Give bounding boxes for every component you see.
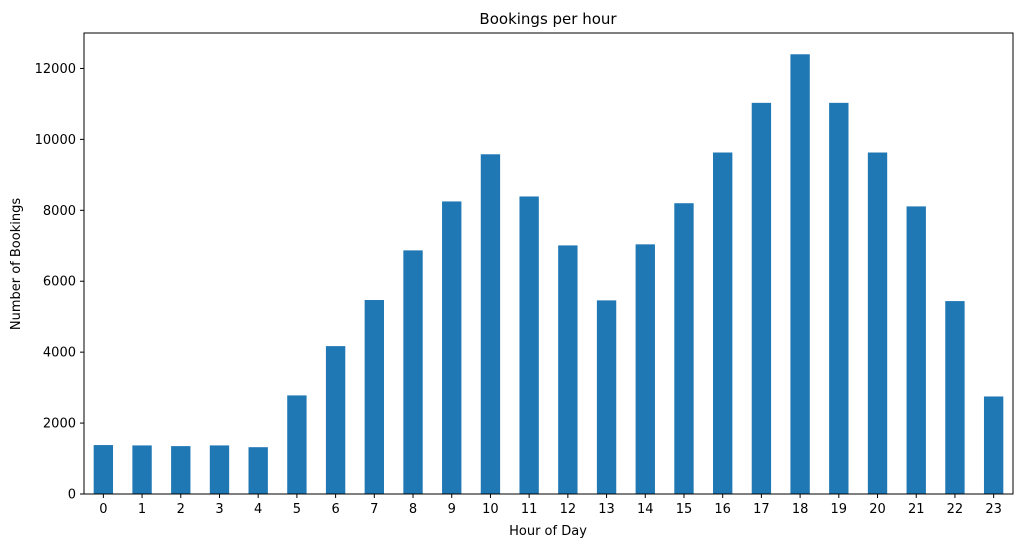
y-tick-label: 4000 [43, 346, 76, 361]
bar-hour-21 [906, 206, 926, 494]
chart-title: Bookings per hour [479, 10, 617, 28]
bars-group [93, 54, 1004, 495]
bar-hour-5 [287, 395, 307, 494]
bar-hour-18 [790, 54, 810, 495]
x-tick-label: 2 [177, 502, 185, 517]
x-tick-label: 10 [482, 502, 499, 517]
bar-hour-10 [480, 154, 501, 495]
bar-hour-6 [325, 346, 346, 494]
bar-hour-22 [945, 301, 965, 494]
y-tick-label: 12000 [35, 62, 76, 77]
x-tick-label: 19 [831, 502, 848, 517]
y-tick-label: 0 [68, 488, 76, 503]
x-tick-label: 17 [753, 502, 770, 517]
x-tick-label: 22 [947, 502, 964, 517]
x-axis-label: Hour of Day [509, 524, 587, 539]
bar-hour-15 [674, 203, 694, 494]
x-tick-label: 18 [792, 502, 809, 517]
bar-hour-23 [983, 396, 1004, 494]
x-tick-label: 9 [448, 502, 456, 517]
bar-hour-20 [867, 152, 888, 495]
x-tick-label: 4 [254, 502, 262, 517]
y-axis-label: Number of Bookings [9, 198, 24, 330]
x-tick-label: 5 [293, 502, 301, 517]
x-tick-label: 20 [869, 502, 886, 517]
x-tick-label: 11 [521, 502, 538, 517]
bar-hour-8 [403, 250, 423, 494]
y-tick-label: 8000 [43, 204, 76, 219]
x-tick-label: 1 [138, 502, 146, 517]
bar-hour-14 [635, 244, 655, 494]
x-tick-label: 6 [331, 502, 339, 517]
bar-hour-12 [558, 245, 578, 494]
y-axis: 0 2000 4000 6000 8000 10000 12000 [35, 62, 84, 503]
x-tick-label: 12 [560, 502, 577, 517]
bar-hour-17 [751, 102, 772, 495]
bar-hour-1 [132, 445, 152, 494]
bar-hour-0 [93, 445, 114, 494]
x-tick-label: 15 [676, 502, 693, 517]
x-tick-label: 16 [714, 502, 731, 517]
x-tick-label: 23 [985, 502, 1002, 517]
bar-hour-11 [519, 196, 539, 494]
bar-hour-9 [442, 201, 462, 494]
bar-hour-4 [248, 447, 268, 494]
x-tick-label: 13 [598, 502, 615, 517]
x-tick-label: 8 [409, 502, 417, 517]
y-tick-label: 6000 [43, 275, 76, 290]
bar-hour-7 [364, 300, 384, 494]
plot-frame [83, 32, 1014, 495]
x-tick-label: 21 [908, 502, 925, 517]
x-tick-label: 3 [215, 502, 223, 517]
x-tick-label: 14 [637, 502, 654, 517]
bar-hour-2 [171, 446, 191, 494]
bar-hour-19 [829, 102, 849, 495]
x-tick-label: 7 [370, 502, 378, 517]
bar-hour-16 [713, 152, 733, 495]
x-axis: 0 1 2 3 4 5 6 7 8 9 10 11 12 13 14 15 16 17 18 19 20 21 22 23 [99, 494, 1002, 517]
y-tick-label: 2000 [43, 417, 76, 432]
y-tick-label: 10000 [35, 133, 76, 148]
bar-hour-3 [209, 445, 230, 494]
bar-hour-13 [596, 300, 617, 494]
x-tick-label: 0 [99, 502, 107, 517]
